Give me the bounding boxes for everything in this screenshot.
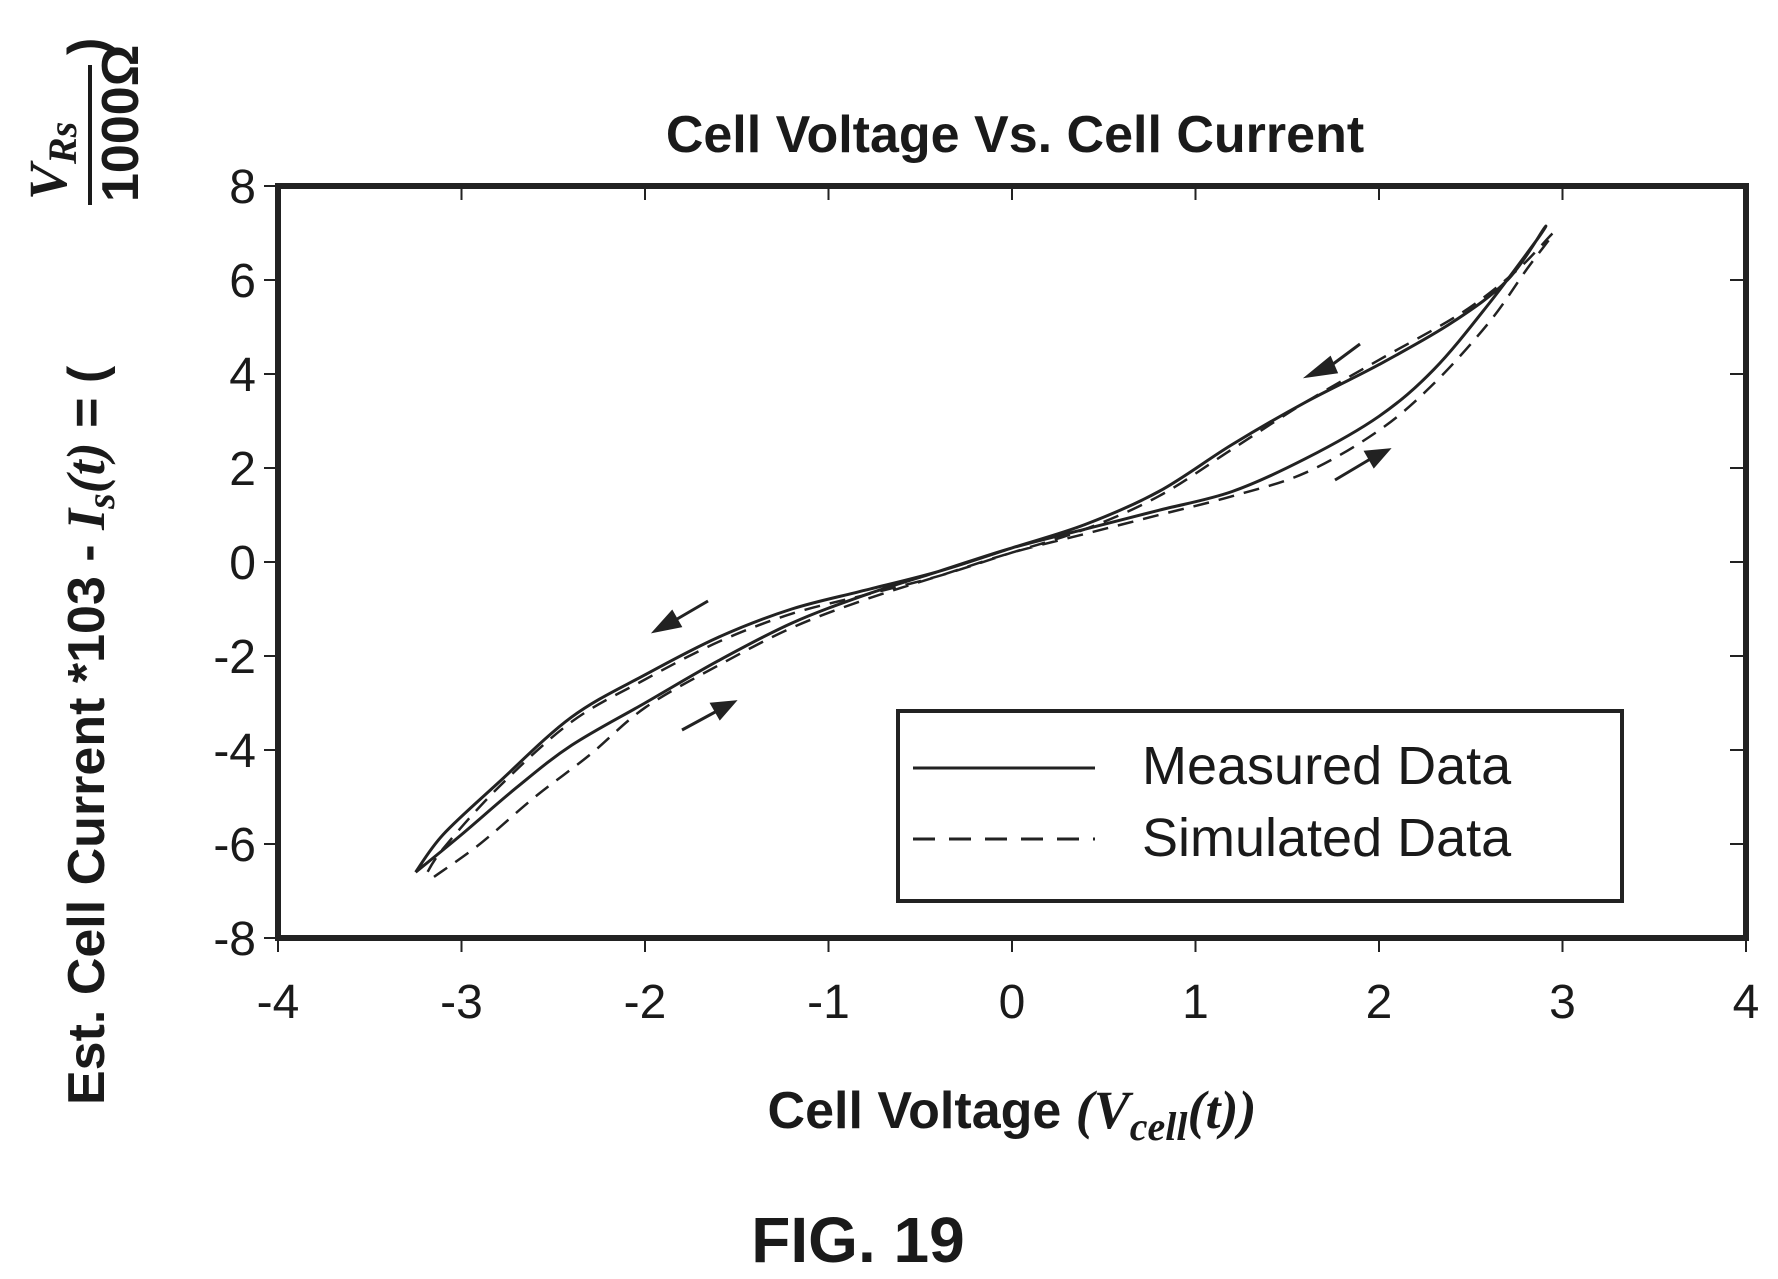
x-tick-label: 2 bbox=[1366, 976, 1393, 1029]
x-tick-label: 3 bbox=[1549, 976, 1576, 1029]
x-tick-label: -1 bbox=[807, 976, 850, 1029]
arrow-head bbox=[650, 609, 683, 634]
y-axis-symbol-rest: (t) bbox=[56, 442, 116, 493]
legend-box bbox=[896, 709, 1624, 903]
y-axis-frac-num-main: V bbox=[18, 160, 78, 200]
x-tick-label: -3 bbox=[440, 976, 483, 1029]
y-axis-label-main: Est. Cell Current *103 - bbox=[58, 530, 116, 1105]
series-line-0 bbox=[414, 224, 1548, 874]
series-layer bbox=[414, 224, 1555, 878]
x-tick-label: -4 bbox=[257, 976, 300, 1029]
x-tick-labels: -4 -3 -2 -1 0 1 2 3 4 bbox=[257, 976, 1760, 1029]
y-tick-labels: 8 6 4 2 0 -2 -4 -6 -8 bbox=[213, 161, 256, 966]
y-tick-label: -4 bbox=[213, 725, 256, 778]
y-axis-label-text: Est. Cell Current *103 - Is(t) = ( bbox=[56, 365, 123, 1105]
x-tick-label: 1 bbox=[1182, 976, 1209, 1029]
y-axis-eq: = ( bbox=[58, 365, 116, 442]
y-axis-close-paren: ) bbox=[58, 38, 116, 55]
arrow-head bbox=[1302, 355, 1339, 379]
legend-label-simulated: Simulated Data bbox=[1142, 808, 1512, 868]
y-axis-frac-num: VRs bbox=[18, 122, 85, 200]
y-axis-symbol-sub: s bbox=[78, 493, 123, 510]
arrow-head bbox=[709, 700, 738, 721]
legend-label-measured: Measured Data bbox=[1142, 736, 1512, 796]
arrow-head bbox=[1363, 448, 1392, 469]
x-axis-label-main: Cell Voltage bbox=[768, 1082, 1062, 1140]
direction-arrows bbox=[650, 342, 1392, 732]
arrow-upper-right bbox=[1334, 456, 1373, 482]
y-tick-label: -8 bbox=[213, 913, 256, 966]
series-line-1 bbox=[423, 231, 1555, 878]
x-tick-label: 4 bbox=[1733, 976, 1760, 1029]
y-tick-label: -2 bbox=[213, 631, 256, 684]
y-axis-symbol: I bbox=[56, 507, 116, 531]
arrow-lower-right bbox=[681, 709, 718, 732]
x-axis-symbol-sub: cell bbox=[1130, 1104, 1189, 1149]
y-tick-label: 2 bbox=[229, 443, 256, 496]
arrow-lower-left bbox=[671, 599, 709, 624]
x-tick-label: -2 bbox=[624, 976, 667, 1029]
y-axis-label: Est. Cell Current *103 - Is(t) = ( VRs 1… bbox=[18, 38, 150, 1105]
legend: Measured Data Simulated Data bbox=[896, 709, 1624, 903]
y-tick-label: 4 bbox=[229, 349, 256, 402]
y-tick-label: 6 bbox=[229, 255, 256, 308]
x-axis-symbol-close: (t)) bbox=[1188, 1080, 1257, 1140]
y-axis-frac-den: 1000Ω bbox=[92, 45, 150, 202]
y-axis-frac-num-sub: Rs bbox=[40, 122, 85, 165]
x-axis-symbol: (V bbox=[1076, 1080, 1134, 1140]
y-tick-label: 0 bbox=[229, 537, 256, 590]
x-tick-label: 0 bbox=[999, 976, 1026, 1029]
chart-title: Cell Voltage Vs. Cell Current bbox=[666, 106, 1364, 164]
x-axis-label: Cell Voltage (Vcell(t)) bbox=[768, 1080, 1257, 1149]
axis-ticks bbox=[264, 185, 1747, 952]
figure-label: FIG. 19 bbox=[751, 1204, 964, 1276]
y-tick-label: -6 bbox=[213, 819, 256, 872]
y-tick-label: 8 bbox=[229, 161, 256, 214]
